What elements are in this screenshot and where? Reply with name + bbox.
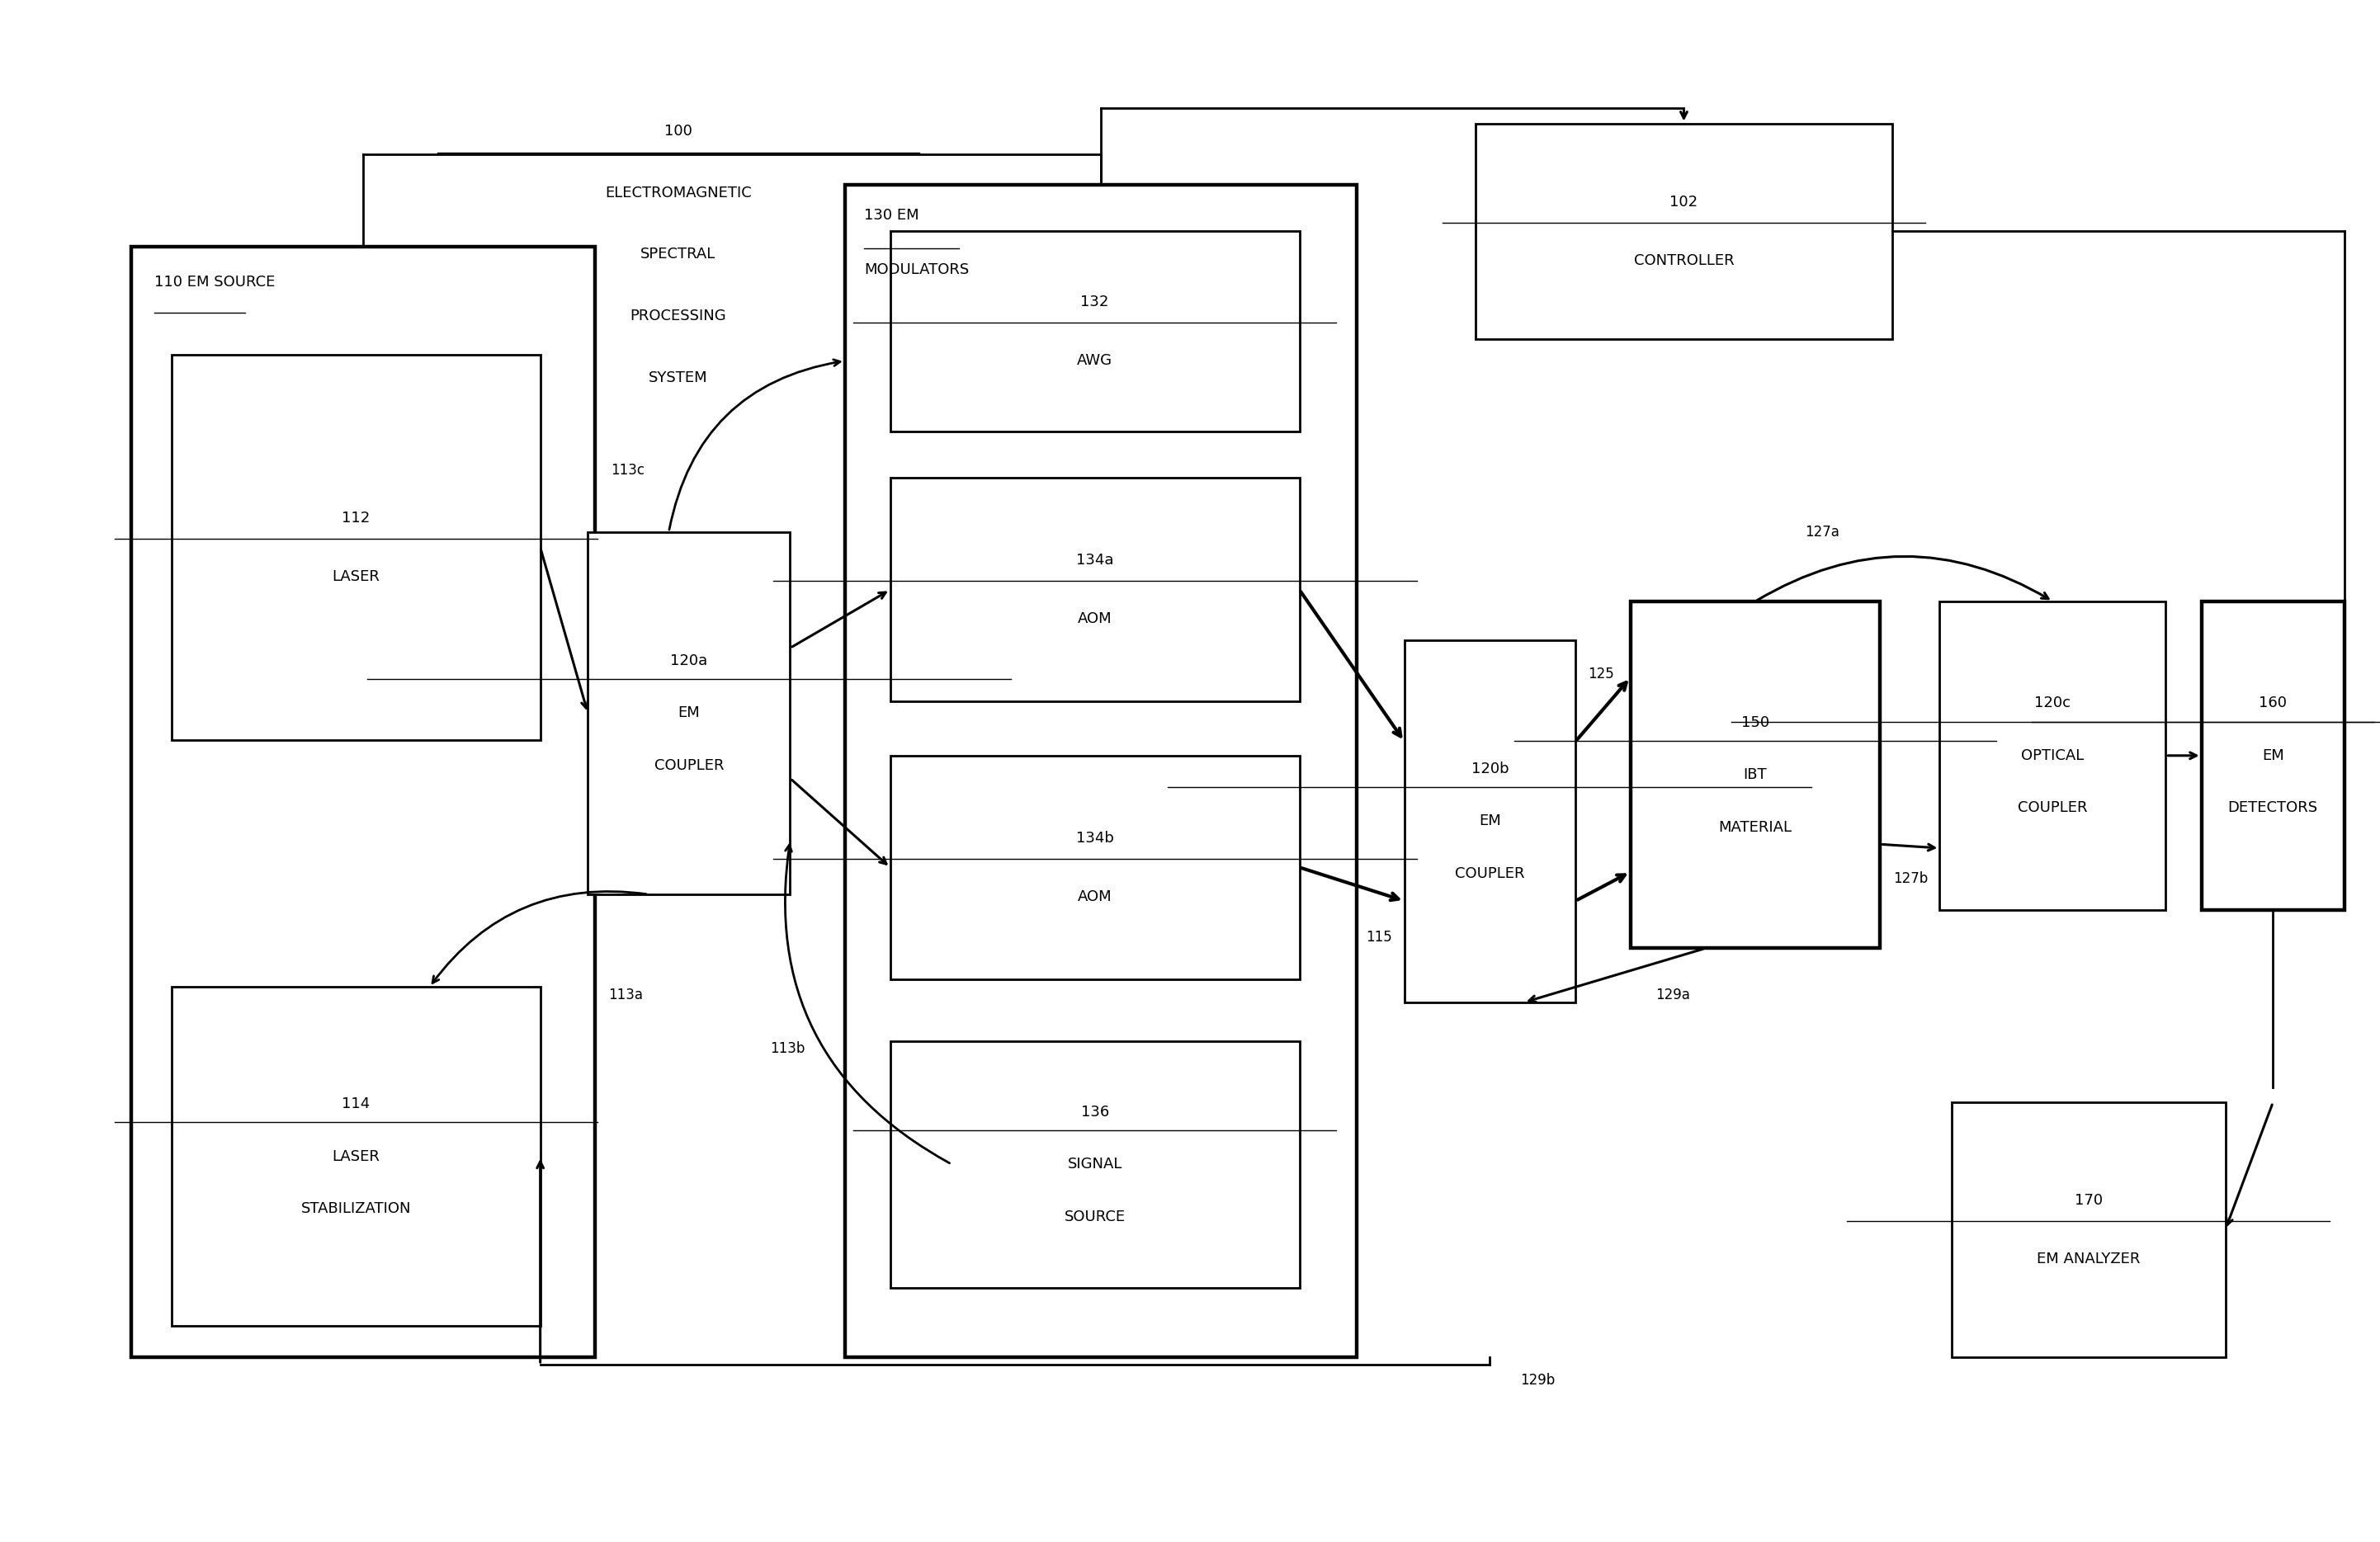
FancyArrowPatch shape (1756, 557, 2049, 600)
Text: IBT: IBT (1745, 768, 1766, 782)
Bar (588, 532, 790, 894)
FancyArrowPatch shape (785, 845, 950, 1163)
Text: 130 EM: 130 EM (864, 208, 919, 224)
Bar (131, 247, 595, 1357)
Text: AOM: AOM (1078, 890, 1111, 904)
Bar (171, 355, 540, 740)
Text: SYSTEM: SYSTEM (650, 370, 707, 386)
Text: 132: 132 (1081, 295, 1109, 310)
Bar (171, 987, 540, 1326)
Text: 102: 102 (1671, 194, 1697, 210)
Bar (2202, 601, 2344, 910)
Text: SIGNAL: SIGNAL (1066, 1156, 1123, 1172)
Text: 115: 115 (1366, 930, 1392, 945)
Text: 134b: 134b (1076, 831, 1114, 845)
Text: 129b: 129b (1521, 1372, 1554, 1388)
Text: EM: EM (678, 706, 700, 720)
Bar (1404, 640, 1576, 1002)
Text: COUPLER: COUPLER (654, 759, 724, 773)
Text: CONTROLLER: CONTROLLER (1633, 253, 1735, 268)
FancyArrowPatch shape (669, 359, 840, 530)
Text: 100: 100 (664, 123, 693, 139)
Text: EM ANALYZER: EM ANALYZER (2037, 1252, 2140, 1266)
Text: EM: EM (2261, 748, 2285, 763)
Text: MATERIAL: MATERIAL (1718, 820, 1792, 834)
Text: ELECTROMAGNETIC: ELECTROMAGNETIC (605, 185, 752, 200)
Text: 113c: 113c (612, 463, 645, 478)
Text: 136: 136 (1081, 1104, 1109, 1119)
Text: 127b: 127b (1892, 871, 1928, 887)
Text: SPECTRAL: SPECTRAL (640, 247, 716, 262)
Text: STABILIZATION: STABILIZATION (300, 1201, 412, 1217)
Text: 112: 112 (343, 510, 369, 526)
Text: 127a: 127a (1806, 524, 1840, 540)
Text: 113a: 113a (609, 987, 643, 1002)
Text: 113b: 113b (771, 1041, 804, 1056)
Text: 160: 160 (2259, 695, 2287, 711)
Text: 170: 170 (2075, 1194, 2102, 1207)
Text: 134a: 134a (1076, 554, 1114, 567)
Text: 110 EM SOURCE: 110 EM SOURCE (155, 274, 276, 290)
Text: 114: 114 (343, 1096, 369, 1112)
Text: 120c: 120c (2035, 695, 2071, 711)
Text: LASER: LASER (331, 569, 381, 584)
Bar (1476, 123, 1892, 339)
Text: SOURCE: SOURCE (1064, 1209, 1126, 1224)
Bar (890, 478, 1299, 702)
FancyArrowPatch shape (433, 891, 647, 982)
Text: 150: 150 (1742, 715, 1768, 729)
Bar (890, 1041, 1299, 1288)
Text: COUPLER: COUPLER (2018, 800, 2087, 816)
Bar (890, 756, 1299, 979)
Text: PROCESSING: PROCESSING (631, 308, 726, 324)
Bar (1952, 1103, 2225, 1357)
Text: EM: EM (1478, 814, 1502, 828)
Text: MODULATORS: MODULATORS (864, 262, 969, 278)
Text: AOM: AOM (1078, 612, 1111, 626)
Text: 125: 125 (1587, 666, 1614, 682)
Text: 129a: 129a (1656, 987, 1690, 1002)
Text: DETECTORS: DETECTORS (2228, 800, 2318, 816)
Text: 120b: 120b (1471, 762, 1509, 776)
Bar (1630, 601, 1880, 948)
Text: COUPLER: COUPLER (1454, 867, 1526, 880)
Bar (890, 231, 1299, 432)
Text: AWG: AWG (1078, 353, 1111, 369)
Text: LASER: LASER (331, 1149, 381, 1164)
Bar (845, 185, 1357, 1357)
Text: OPTICAL: OPTICAL (2021, 748, 2085, 763)
Text: 120a: 120a (671, 654, 707, 668)
Bar (1940, 601, 2166, 910)
